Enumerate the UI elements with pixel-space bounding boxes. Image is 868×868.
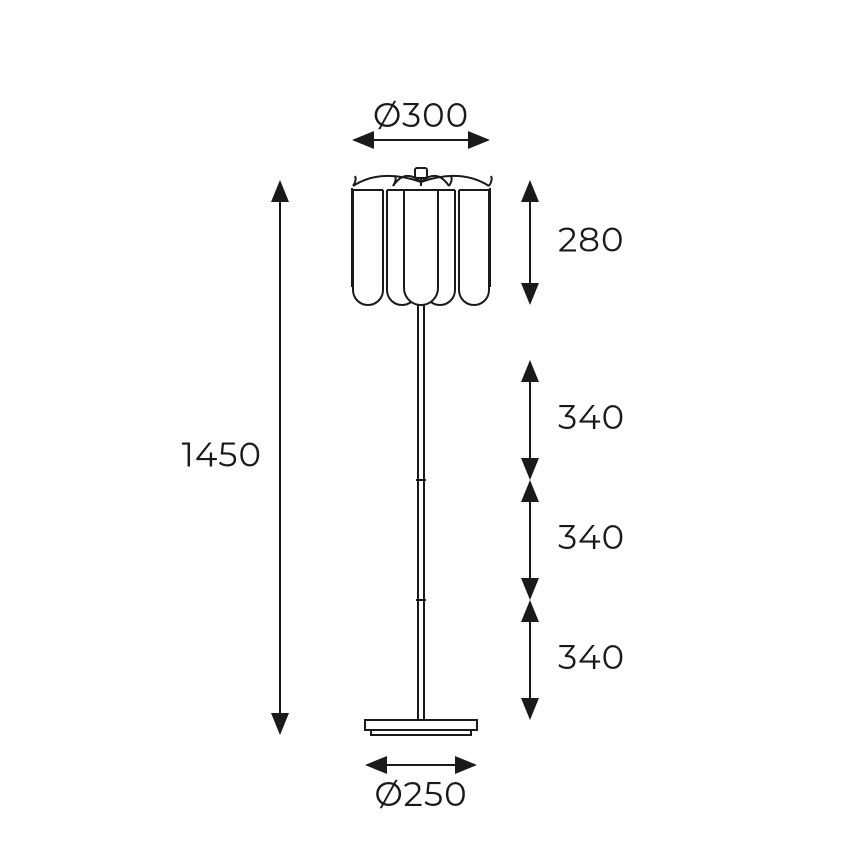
dim-top-diameter: Ø300 <box>373 94 469 136</box>
dim-bottom-diameter: Ø250 <box>374 773 467 815</box>
dim-seg3: 340 <box>558 636 625 678</box>
dim-shade-height: 280 <box>558 218 625 260</box>
dim-seg2: 340 <box>558 516 625 558</box>
dim-seg1: 340 <box>558 396 625 438</box>
dim-total-height: 1450 <box>182 433 262 475</box>
